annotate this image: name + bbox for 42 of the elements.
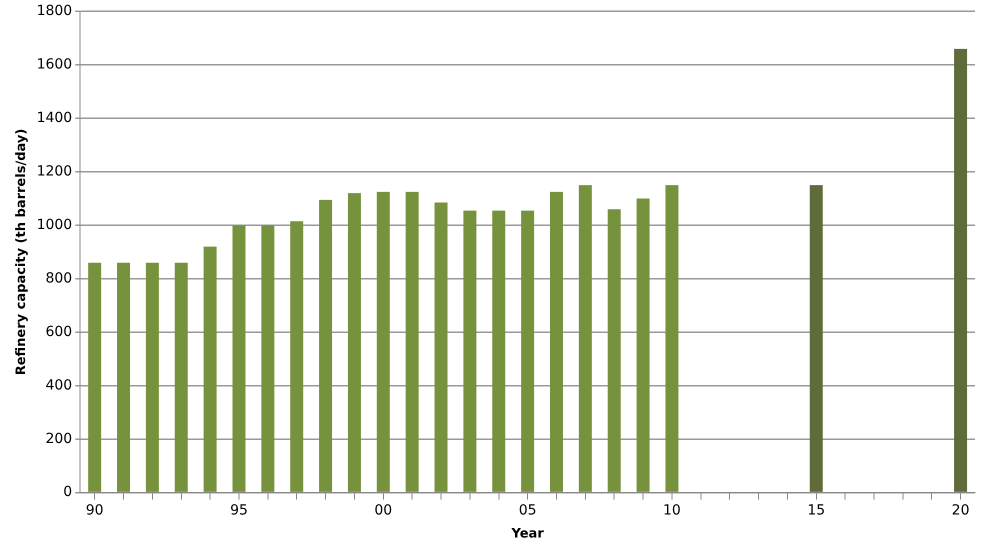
y-tick-label: 1800: [36, 3, 72, 20]
bar: [463, 210, 476, 492]
x-axis-title: Year: [510, 526, 544, 542]
bar: [232, 225, 246, 492]
x-tick-label: 00: [374, 502, 392, 519]
bar: [348, 193, 361, 492]
y-tick-label: 200: [45, 430, 72, 447]
y-tick-label: 1600: [36, 56, 72, 73]
bar: [665, 185, 678, 492]
bar: [550, 192, 563, 492]
x-tick-label: 95: [230, 502, 248, 519]
bar: [521, 210, 534, 492]
x-tick-label: 20: [952, 502, 970, 519]
bar: [376, 192, 390, 492]
x-tick-label: 15: [807, 502, 826, 519]
y-axis-title: Refinery capacity (th barrels/day): [14, 128, 30, 376]
bar: [261, 225, 274, 492]
bar: [146, 262, 159, 492]
x-tick-label: 90: [86, 502, 104, 519]
bar: [88, 262, 102, 492]
bar: [954, 48, 968, 492]
y-tick-label: 400: [45, 377, 72, 394]
bar: [492, 210, 506, 492]
bar: [174, 262, 188, 492]
y-tick-label: 0: [63, 484, 72, 500]
x-tick-label: 05: [518, 502, 537, 519]
y-tick-label: 800: [45, 270, 72, 286]
y-tick-label: 1400: [36, 110, 72, 126]
bar: [608, 209, 621, 492]
bar: [319, 200, 332, 492]
y-tick-label: 1200: [36, 163, 72, 180]
bar: [204, 246, 217, 492]
x-tick-label: 10: [663, 502, 681, 519]
y-tick-label: 1000: [36, 216, 72, 233]
bar: [578, 185, 592, 492]
bar: [810, 185, 823, 492]
bar: [290, 221, 304, 492]
y-tick-label: 600: [45, 324, 72, 340]
bar: [434, 202, 448, 492]
bar: [117, 262, 130, 492]
bar: [636, 198, 650, 492]
bar: [406, 192, 419, 492]
